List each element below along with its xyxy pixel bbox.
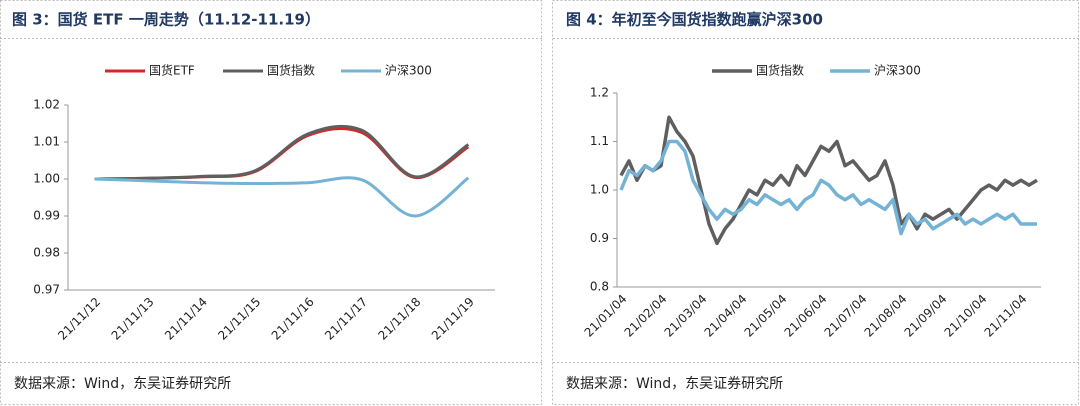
x-tick-label: 21/08/04	[862, 292, 910, 340]
y-tick-label: 0.97	[33, 283, 60, 297]
legend-label: 沪深300	[385, 64, 432, 78]
x-tick-label: 21/05/04	[742, 292, 790, 340]
x-tick-label: 21/11/17	[322, 295, 370, 343]
x-tick-label: 21/07/04	[822, 292, 870, 340]
y-tick-label: 1.02	[33, 98, 60, 112]
legend-label: 沪深300	[874, 64, 921, 78]
x-tick-label: 21/11/13	[109, 295, 157, 343]
panel-frame	[0, 0, 542, 405]
legend-label: 国货指数	[756, 63, 804, 78]
legend-label: 国货指数	[267, 63, 315, 78]
x-tick-label: 21/11/04	[982, 292, 1030, 340]
x-tick-label: 21/11/14	[162, 295, 210, 343]
source-note: 数据来源：Wind，东吴证券研究所	[14, 376, 231, 392]
series-line	[94, 176, 470, 218]
y-tick-label: 0.8	[590, 280, 609, 294]
y-tick-label: 1.00	[33, 172, 60, 186]
y-tick-label: 0.98	[33, 246, 60, 260]
x-tick-label: 21/11/16	[269, 295, 317, 343]
x-tick-label: 21/06/04	[782, 292, 830, 340]
x-tick-label: 21/03/04	[662, 292, 710, 340]
chart-title: 图 4：年初至今国货指数跑赢沪深300	[566, 11, 823, 29]
x-tick-label: 21/10/04	[942, 292, 990, 340]
source-note: 数据来源：Wind，东吴证券研究所	[566, 376, 783, 392]
panel-frame	[552, 0, 1079, 405]
legend-label: 国货ETF	[149, 63, 195, 78]
x-tick-label: 21/11/18	[376, 295, 424, 343]
x-tick-label: 21/01/04	[582, 292, 630, 340]
y-tick-label: 1.01	[33, 135, 60, 149]
y-tick-label: 0.9	[590, 231, 609, 245]
x-tick-label: 21/09/04	[902, 292, 950, 340]
x-tick-label: 21/04/04	[702, 292, 750, 340]
y-tick-label: 0.99	[33, 209, 60, 223]
chart-title: 图 3：国货 ETF 一周走势（11.12-11.19）	[12, 11, 320, 29]
series-line	[619, 139, 1037, 236]
series-line	[619, 115, 1038, 246]
x-tick-label: 21/11/15	[215, 295, 263, 343]
x-tick-label: 21/11/12	[55, 295, 103, 343]
y-tick-label: 1.1	[590, 134, 609, 148]
x-tick-label: 21/11/19	[429, 295, 477, 343]
series-line	[94, 124, 470, 181]
y-tick-label: 1.0	[590, 183, 609, 197]
x-tick-label: 21/02/04	[622, 292, 670, 340]
y-tick-label: 1.2	[590, 86, 609, 100]
